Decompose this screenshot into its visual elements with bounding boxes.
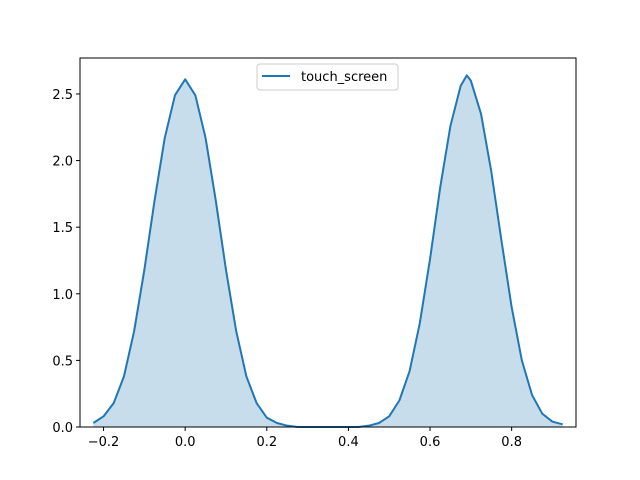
x-tick-label: −0.2 <box>88 435 120 450</box>
legend-box <box>256 63 399 91</box>
x-tick-label: 0.6 <box>420 435 441 450</box>
axes-frame <box>79 57 577 428</box>
x-tick-label: 0.8 <box>501 435 522 450</box>
plot-area <box>92 74 563 428</box>
x-tick-label: 0.0 <box>175 435 196 450</box>
x-tick-label: 0.2 <box>256 435 277 450</box>
y-tick-label: 1.0 <box>52 288 73 303</box>
x-axis: −0.2 0.0 0.2 0.4 0.6 0.8 <box>88 427 522 450</box>
y-tick-label: 0.0 <box>52 421 73 436</box>
y-tick-label: 2.5 <box>52 88 73 103</box>
legend: touch_screen <box>256 63 399 91</box>
y-tick-label: 1.5 <box>52 221 73 236</box>
y-tick-label: 2.0 <box>52 155 73 170</box>
y-tick-label: 0.5 <box>52 354 73 369</box>
series-area-0 <box>93 75 563 427</box>
legend-label: touch_screen <box>301 70 387 85</box>
x-tick-label: 0.4 <box>338 435 359 450</box>
y-axis: 0.0 0.5 1.0 1.5 2.0 2.5 <box>52 88 80 436</box>
